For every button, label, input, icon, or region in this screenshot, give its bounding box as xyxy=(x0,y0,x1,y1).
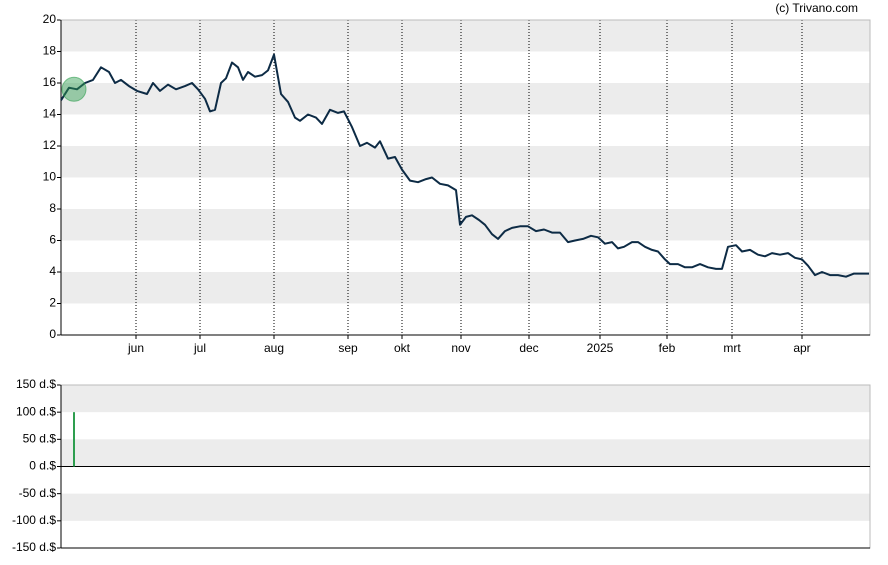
y-tick-label: -100 d.$ xyxy=(12,513,56,527)
x-tick-label: 2025 xyxy=(587,341,614,355)
y-tick-label: 150 d.$ xyxy=(16,377,56,391)
x-tick-label: okt xyxy=(394,341,411,355)
y-tick-label: 14 xyxy=(43,107,57,121)
price-line xyxy=(60,53,869,278)
y-tick-label: -150 d.$ xyxy=(12,540,56,554)
grid-band xyxy=(61,272,870,304)
y-tick-label: 18 xyxy=(43,44,57,58)
y-tick-label: 100 d.$ xyxy=(16,404,56,418)
x-tick-label: jun xyxy=(127,341,144,355)
x-tick-label: aug xyxy=(264,341,284,355)
y-tick-label: 10 xyxy=(43,170,57,184)
y-tick-label: 16 xyxy=(43,75,57,89)
y-tick-label: 20 xyxy=(43,12,57,26)
grid-band xyxy=(61,209,870,241)
y-tick-label: 0 d.$ xyxy=(29,459,56,473)
trade-marker xyxy=(61,76,87,102)
x-tick-label: jul xyxy=(193,341,206,355)
y-tick-label: 0 xyxy=(49,327,56,341)
y-tick-label: 6 xyxy=(49,233,56,247)
grid-band xyxy=(61,493,870,521)
y-tick-label: 50 d.$ xyxy=(23,432,57,446)
x-tick-label: sep xyxy=(338,341,358,355)
grid-band xyxy=(61,20,870,52)
x-tick-label: mrt xyxy=(723,341,741,355)
grid-band xyxy=(61,385,870,413)
y-tick-label: 4 xyxy=(49,264,56,278)
x-tick-label: dec xyxy=(519,341,538,355)
y-tick-label: -50 d.$ xyxy=(19,486,57,500)
grid-band xyxy=(61,439,870,467)
y-tick-label: 8 xyxy=(49,201,56,215)
bar xyxy=(73,412,75,467)
grid-band xyxy=(61,146,870,178)
y-tick-label: 12 xyxy=(43,138,57,152)
y-tick-label: 2 xyxy=(49,296,56,310)
credit: (c) Trivano.com xyxy=(775,1,858,15)
x-tick-label: nov xyxy=(451,341,470,355)
x-tick-label: apr xyxy=(793,341,810,355)
x-tick-label: feb xyxy=(659,341,676,355)
